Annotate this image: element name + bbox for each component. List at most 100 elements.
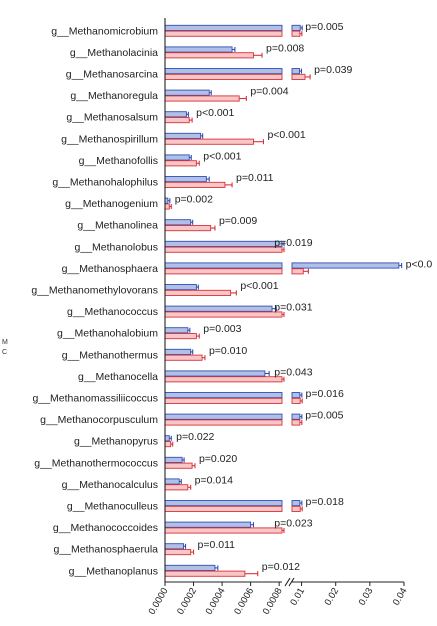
- bar-series-b: [164, 419, 283, 426]
- x-tick-label: 0.02: [323, 586, 342, 608]
- p-value-label: p=0.022: [176, 431, 214, 443]
- bar-series-b: [164, 397, 283, 404]
- bar-series-a-cont: [291, 413, 301, 420]
- bar-series-b-cont: [291, 397, 301, 404]
- category-label: g__Methanosarcina: [66, 69, 158, 81]
- bar-series-b-cont: [291, 73, 306, 80]
- bar-series-b: [164, 354, 203, 361]
- p-value-label: p=0.043: [274, 366, 312, 378]
- bar-series-a: [164, 564, 216, 571]
- bar-series-b: [164, 160, 197, 167]
- bar-series-b: [164, 462, 193, 469]
- bar-series-a: [164, 327, 189, 334]
- p-value-label: p=0.010: [209, 345, 247, 357]
- bar-series-b: [164, 289, 232, 296]
- bars: [164, 24, 403, 577]
- p-value-labels: p=0.005p=0.008p=0.039p=0.004p<0.001p<0.0…: [175, 21, 433, 573]
- bar-series-b: [164, 570, 246, 577]
- axis-break-mark: [284, 577, 291, 587]
- bar-series-a-cont: [291, 500, 301, 507]
- bar-series-a: [164, 219, 192, 226]
- p-value-label: p=0.012: [262, 561, 300, 573]
- bar-series-b: [164, 73, 283, 80]
- category-label: g__Methanosphaerula: [54, 544, 159, 556]
- bar-series-b: [164, 549, 192, 556]
- category-label: g__Methanomassiliicoccus: [33, 393, 158, 405]
- category-labels: g__Methanomicrobium g__Methanolacinia g__M…: [31, 25, 158, 577]
- bar-series-b: [164, 181, 226, 188]
- bar-series-a: [164, 111, 187, 118]
- x-tick-label: 0.03: [357, 586, 376, 608]
- category-label: g__Methanohalobium: [57, 328, 158, 340]
- bar-series-a: [164, 284, 197, 291]
- bar-series-a-cont: [291, 262, 400, 269]
- bar-series-a: [164, 46, 233, 53]
- category-label: g__Methanocalculus: [62, 479, 158, 491]
- p-value-label: p<0.001: [203, 150, 241, 162]
- bar-series-b-cont: [291, 30, 301, 37]
- p-value-label: p<0.0: [406, 258, 433, 270]
- p-value-label: p<0.001: [196, 107, 234, 119]
- bar-series-a-cont: [291, 392, 301, 399]
- side-letter-m: M: [2, 339, 8, 346]
- category-label: g__Methanococcoides: [53, 522, 158, 534]
- bar-series-b: [164, 138, 254, 145]
- bar-series-a: [164, 478, 180, 485]
- category-label: g__Methanomethylovorans: [31, 285, 158, 297]
- p-value-label: p=0.005: [305, 410, 343, 422]
- p-value-label: p=0.018: [306, 496, 344, 508]
- bar-series-a: [164, 392, 283, 399]
- bar-series-a: [164, 413, 283, 420]
- category-label: g__Methanococcus: [67, 306, 158, 318]
- p-value-label: p=0.011: [236, 172, 274, 184]
- category-label: g__Methanohalophilus: [52, 177, 158, 189]
- bar-series-a: [164, 262, 283, 269]
- bar-series-a: [164, 435, 170, 442]
- bar-series-b: [164, 225, 212, 232]
- bar-series-b: [164, 333, 197, 340]
- bar-series-a-cont: [291, 68, 300, 75]
- bar-series-a: [164, 543, 184, 550]
- bar-series-a-cont: [291, 24, 301, 31]
- bar-series-b: [164, 441, 172, 448]
- p-value-label: p=0.023: [274, 518, 312, 530]
- p-value-label: p=0.016: [306, 388, 344, 400]
- bar-series-a: [164, 154, 190, 161]
- category-label: g__Methanosalsum: [66, 112, 158, 124]
- category-label: g__Methanogenium: [65, 198, 158, 210]
- bar-series-a: [164, 89, 210, 96]
- category-label: g__Methanospirillum: [61, 133, 158, 145]
- bar-series-b: [164, 311, 283, 318]
- x-tick-label: 0.0008: [261, 586, 285, 617]
- x-tick-label: 0.0006: [232, 586, 256, 617]
- p-value-label: p=0.039: [314, 64, 352, 76]
- bar-series-b: [164, 117, 190, 124]
- category-label: g__Methanocella: [78, 371, 158, 383]
- bar-series-a: [164, 132, 202, 139]
- bar-series-b-cont: [291, 419, 301, 426]
- p-value-label: p=0.019: [274, 237, 312, 249]
- p-value-label: p=0.002: [175, 194, 213, 206]
- p-value-label: p=0.014: [195, 474, 233, 486]
- p-value-label: p=0.009: [219, 215, 257, 227]
- category-label: g__Methanoculleus: [67, 501, 158, 513]
- category-label: g__Methanocorpusculum: [40, 414, 158, 426]
- bar-series-b: [164, 30, 283, 37]
- p-value-label: p=0.008: [266, 42, 304, 54]
- bar-series-a: [164, 348, 192, 355]
- bar-series-b: [164, 376, 283, 383]
- p-value-label: p<0.001: [240, 280, 278, 292]
- bar-series-b-cont: [291, 268, 304, 275]
- category-label: g__Methanolobus: [75, 241, 158, 253]
- p-value-label: p=0.011: [198, 539, 236, 551]
- bar-series-b: [164, 268, 283, 275]
- category-label: g__Methanoplanus: [69, 565, 158, 577]
- bar-series-b: [164, 484, 189, 491]
- x-tick-label: 0.04: [391, 586, 410, 608]
- x-tick-label: 0.0000: [147, 586, 171, 617]
- bar-series-b: [164, 505, 283, 512]
- bar-series-a: [164, 240, 283, 247]
- p-value-label: p=0.003: [203, 323, 241, 335]
- x-tick-label: 0.0002: [175, 586, 199, 617]
